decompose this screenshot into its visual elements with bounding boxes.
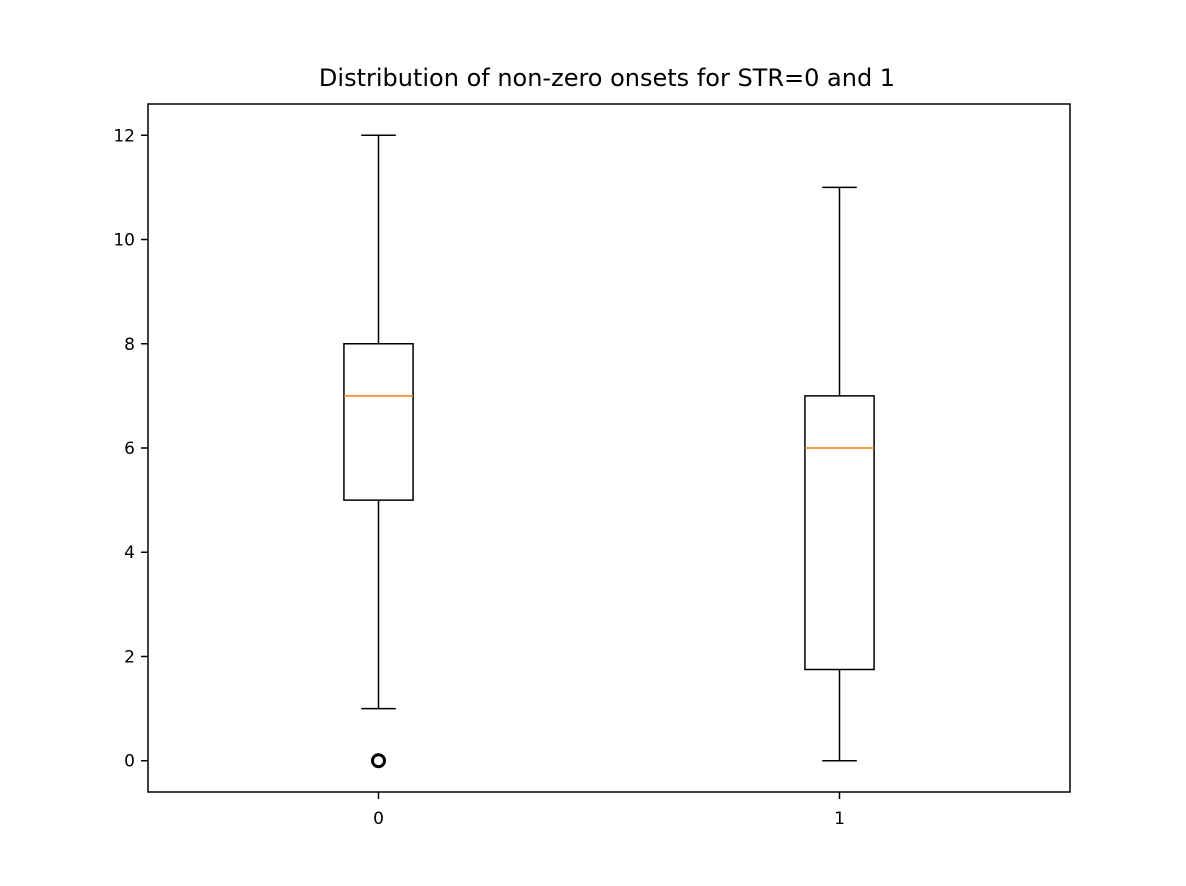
flier-point — [371, 753, 386, 769]
box-group-1 — [804, 186, 875, 762]
x-tick-label: 0 — [373, 809, 384, 829]
y-tick-label: 8 — [124, 335, 135, 355]
plot-area — [147, 103, 1071, 793]
y-axis: 0 2 4 6 8 10 12 — [113, 126, 148, 772]
y-tick-label: 0 — [124, 752, 135, 772]
y-tick-label: 10 — [113, 231, 135, 251]
iqr-box — [804, 395, 875, 671]
x-tick-label: 1 — [834, 809, 845, 829]
y-tick-label: 4 — [124, 543, 135, 563]
box-group-0 — [343, 134, 414, 769]
boxes — [343, 134, 875, 769]
y-tick-label: 2 — [124, 647, 135, 667]
chart-title: Distribution of non-zero onsets for STR=… — [319, 64, 895, 92]
iqr-box — [343, 343, 414, 501]
y-tick-label: 6 — [124, 439, 135, 459]
y-tick-label: 12 — [113, 126, 135, 146]
